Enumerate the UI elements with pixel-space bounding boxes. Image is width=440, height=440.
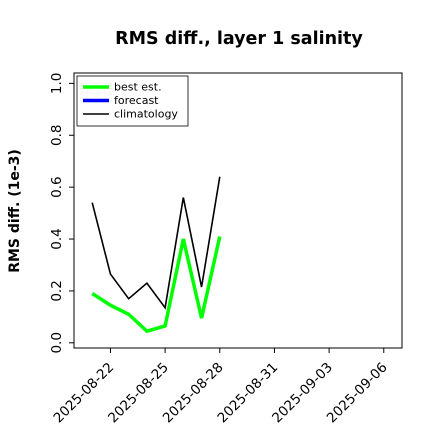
y-axis-ticks: 0.0 0.2 0.4 0.6 0.8 1.0: [49, 73, 74, 354]
x-axis-ticks: 2025-08-222025-08-252025-08-282025-08-31…: [50, 348, 391, 426]
legend-label: climatology: [114, 108, 178, 121]
y-axis-label: RMS diff. (1e-3): [7, 149, 23, 273]
y-tick-label: 0.0: [49, 332, 65, 353]
legend-label: forecast: [114, 94, 159, 107]
y-tick-label: 1.0: [49, 73, 65, 94]
legend-label: best est.: [114, 81, 162, 94]
series-line-best-est: [91, 236, 222, 334]
chart-title: RMS diff., layer 1 salinity: [115, 29, 363, 49]
y-tick-label: 0.8: [49, 125, 65, 146]
y-tick-label: 0.2: [49, 280, 65, 301]
plot-frame: [73, 72, 403, 349]
series-line-climatology: [91, 176, 221, 310]
y-tick-label: 0.6: [49, 176, 65, 197]
series-layer: [91, 176, 222, 334]
y-tick-label: 0.4: [49, 228, 65, 249]
